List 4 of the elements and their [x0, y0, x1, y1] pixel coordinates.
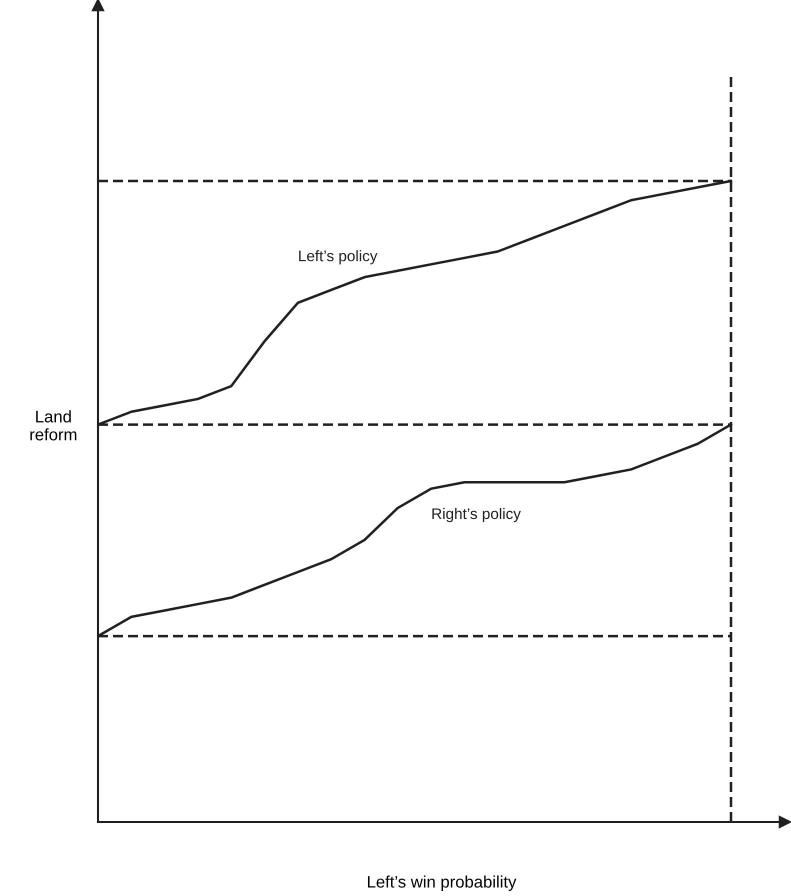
y-axis-title: Land reform: [30, 410, 76, 440]
series-label: Left’s policy: [299, 250, 378, 264]
series-label: Right’s policy: [432, 508, 521, 522]
x-axis-title: Left’s win probability: [368, 875, 516, 892]
